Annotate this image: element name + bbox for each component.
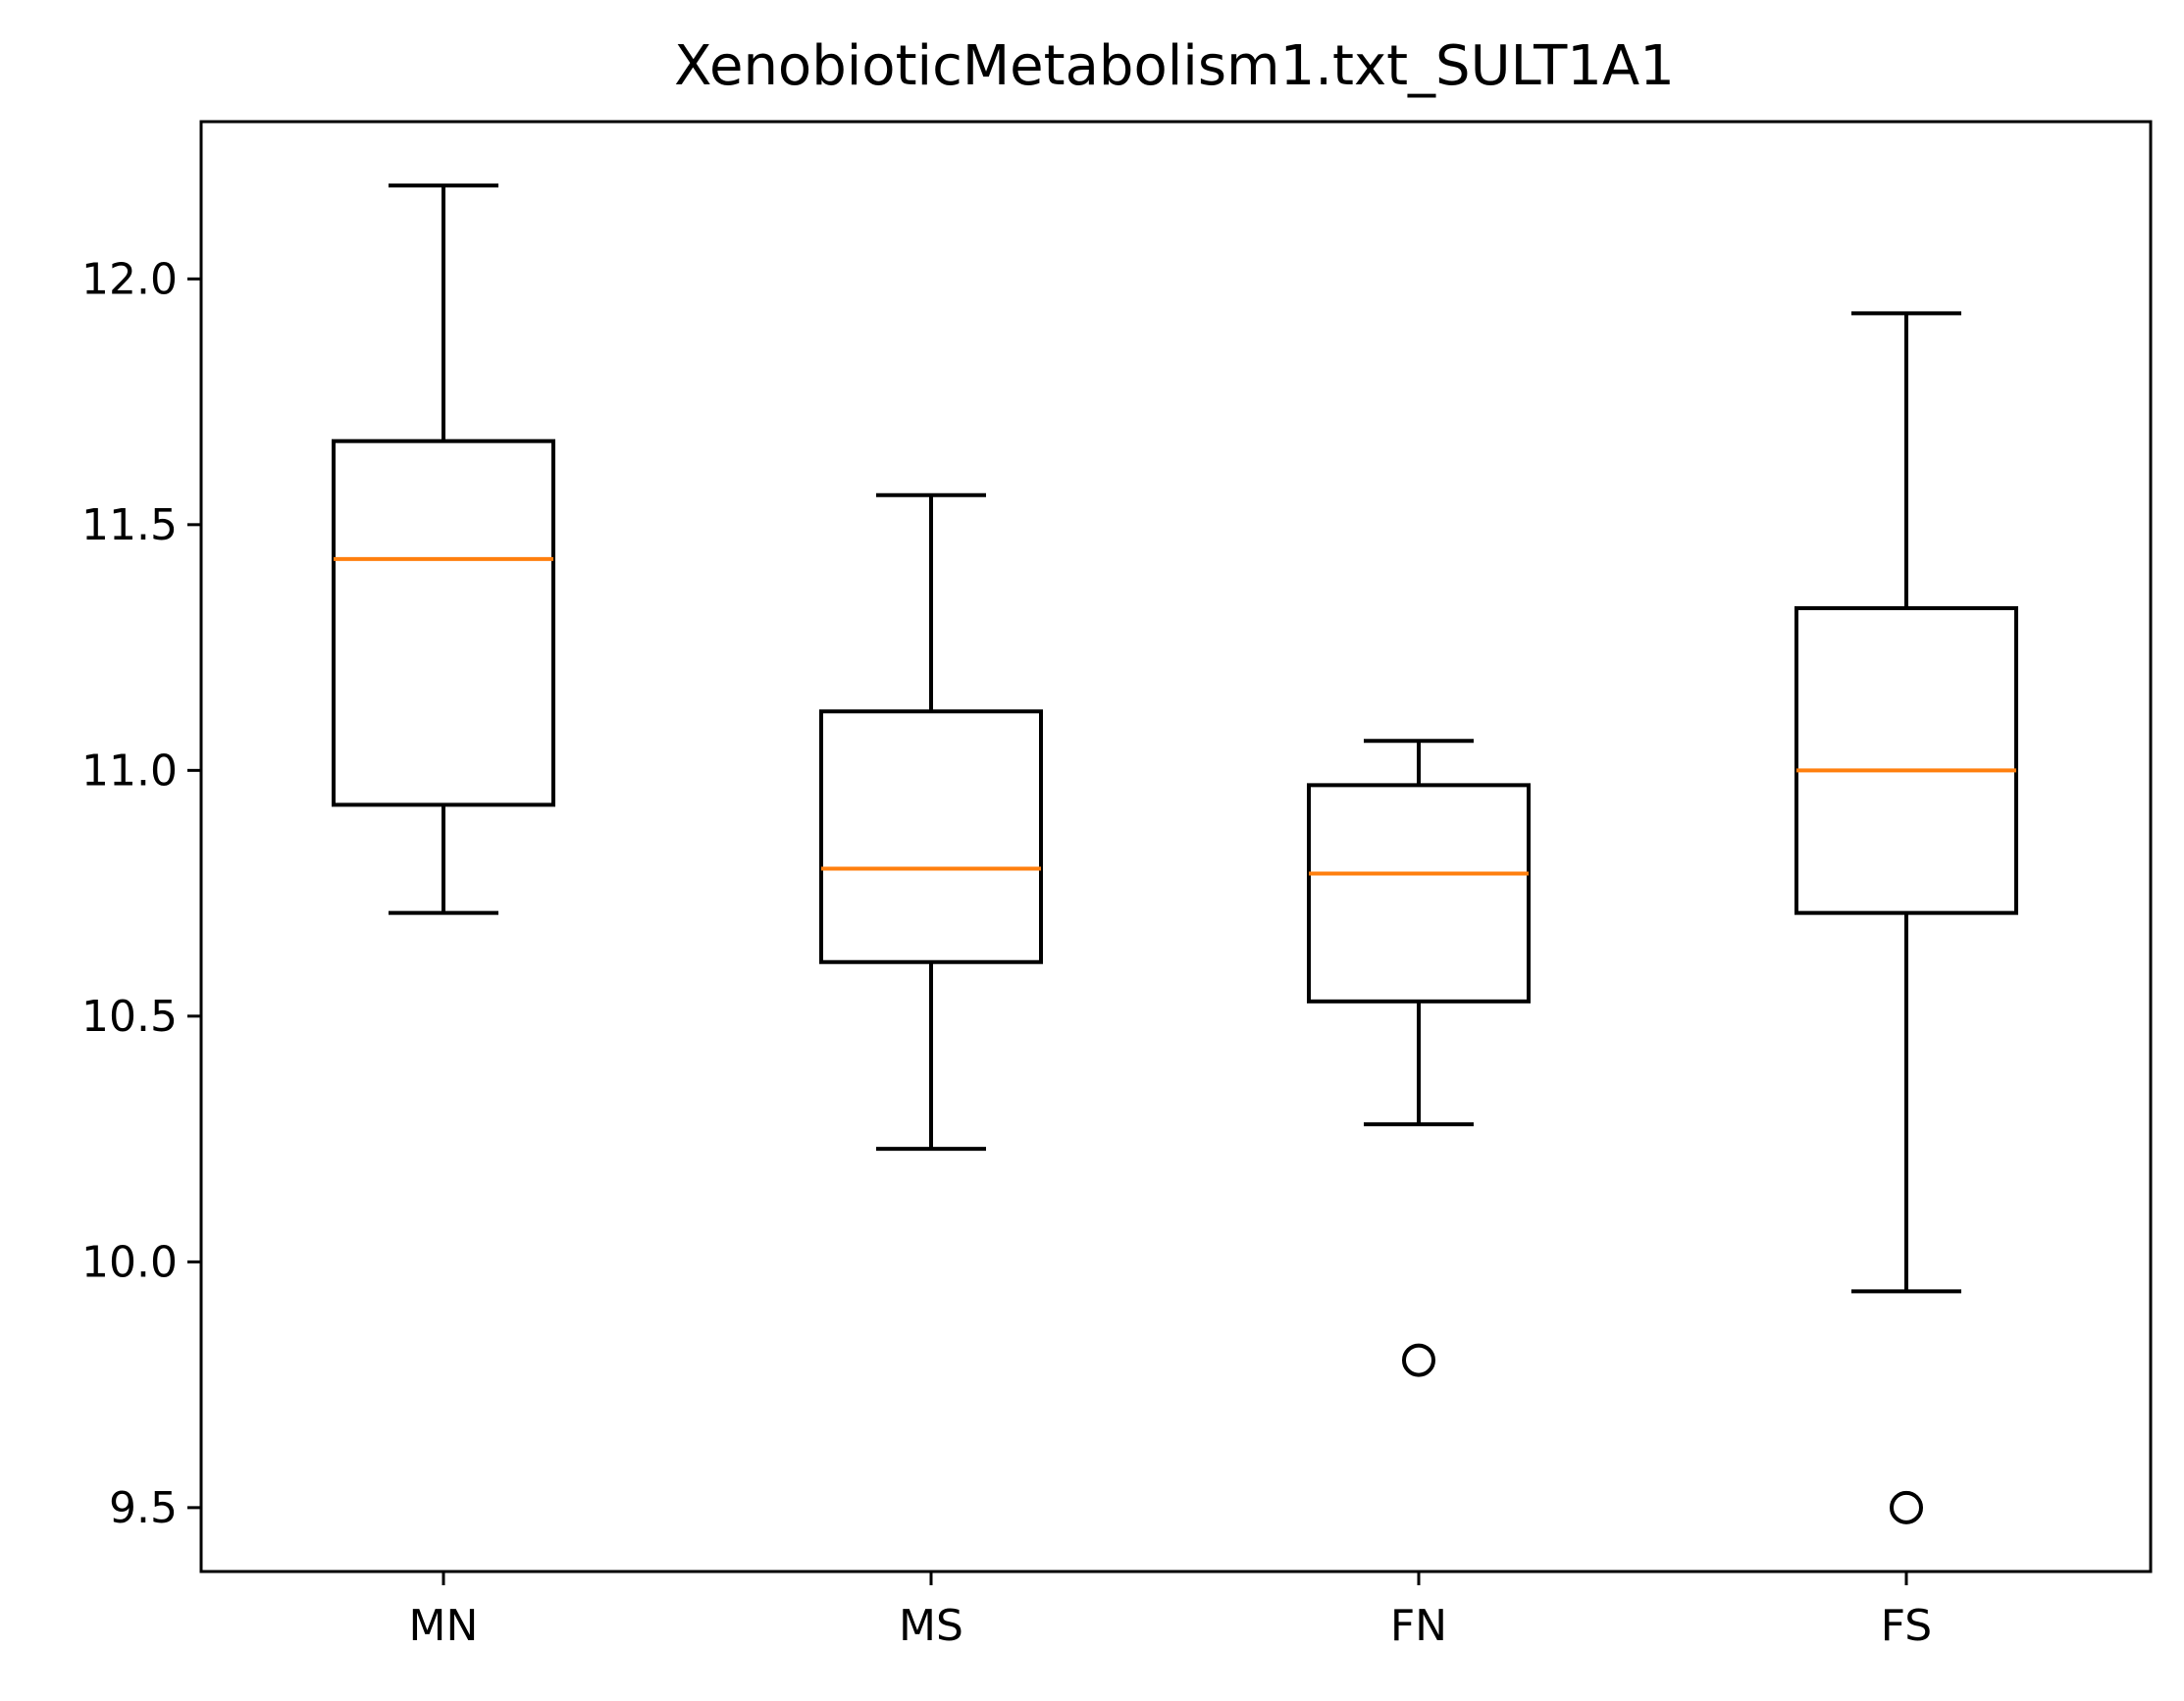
box-group-ms: MS [819,492,1043,1651]
x-tick-label: FN [1390,1601,1447,1651]
y-tick-label: 11.5 [81,500,178,550]
x-tick-label: MS [899,1601,963,1651]
y-tick-label: 10.0 [81,1237,178,1287]
box-iqr [1794,606,2018,915]
box-iqr [1307,783,1531,1004]
y-tick-label: 10.5 [81,992,178,1042]
axes-frame [199,120,2153,1573]
box-group-fs: FS [1794,311,2018,1651]
box-iqr [332,438,555,807]
flier-point [1402,1343,1435,1377]
y-tick-label: 9.5 [109,1483,178,1533]
y-tick-label: 12.0 [81,254,178,304]
chart-title: XenobioticMetabolism1.txt_SULT1A1 [674,34,1675,98]
plot-area: 9.5 10.0 10.5 11.0 11.5 12.0 MN MS FN FS [81,183,2018,1651]
box-group-fn: FN [1307,739,1531,1651]
x-tick-label: MN [409,1601,479,1651]
y-tick-label: 11.0 [81,746,178,796]
flier-point [1890,1490,1923,1524]
x-tick-label: FS [1881,1601,1932,1651]
box-group-mn: MN [332,183,555,1651]
box-iqr [819,709,1043,964]
